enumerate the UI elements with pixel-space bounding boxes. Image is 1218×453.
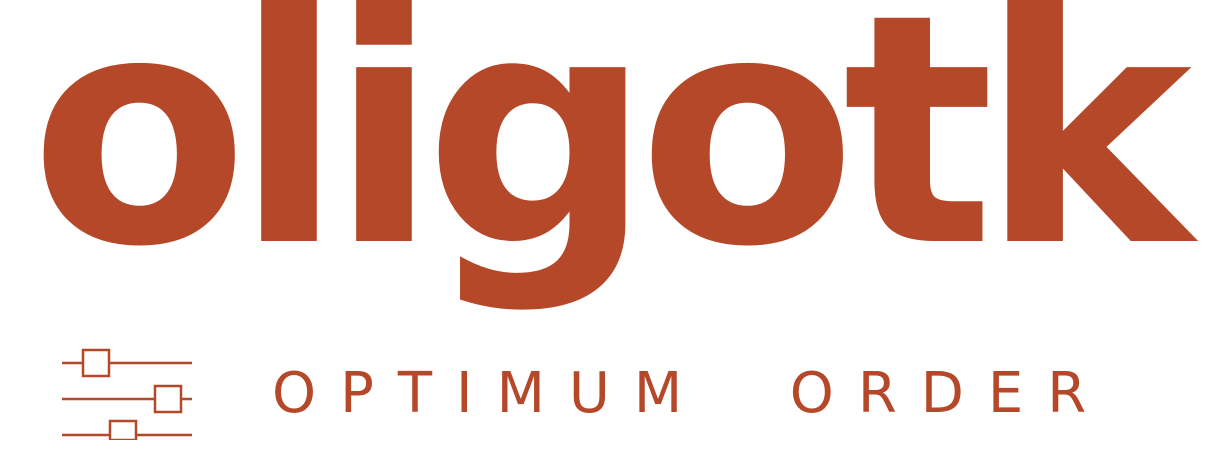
tagline: OPTIMUM ORDER bbox=[272, 361, 1111, 426]
wordmark: oligotk bbox=[30, 0, 1192, 316]
tagline-row: OPTIMUM ORDER bbox=[62, 348, 1110, 440]
sliders-icon bbox=[62, 348, 192, 440]
